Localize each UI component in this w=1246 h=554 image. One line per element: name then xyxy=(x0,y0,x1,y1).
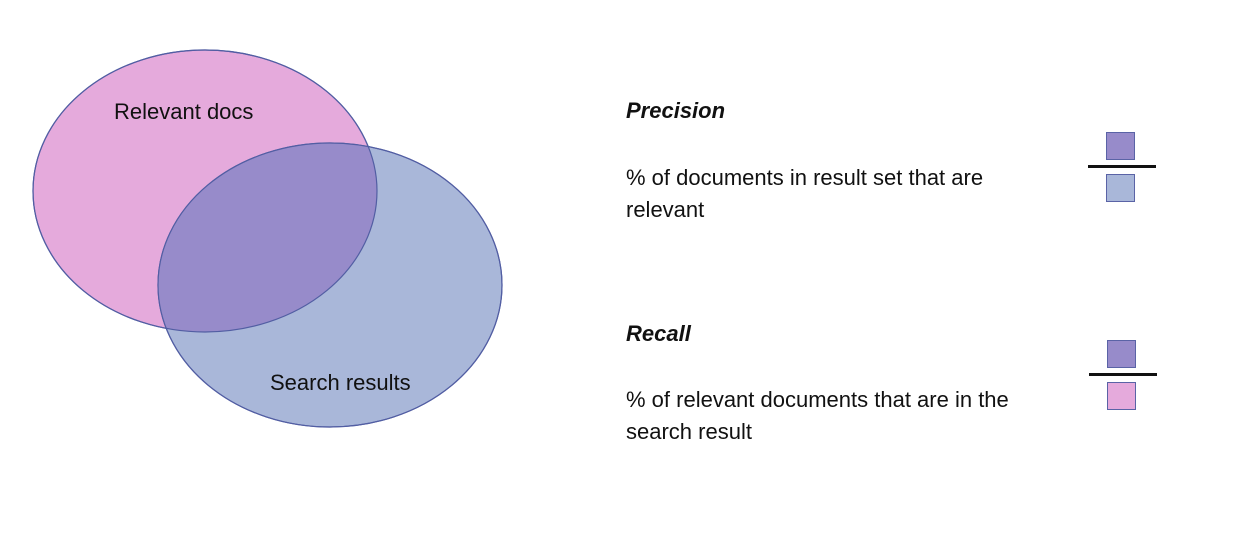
fraction-bar xyxy=(1088,165,1156,168)
precision-definition: % of documents in result set that are re… xyxy=(626,165,984,222)
recall-term: Recall xyxy=(626,321,691,346)
venn-diagram: Relevant docs Search results xyxy=(32,49,503,428)
intersection-region xyxy=(158,143,377,332)
recall-definition: % of relevant documents that are in the … xyxy=(626,387,1009,444)
search-results-outline xyxy=(157,142,503,428)
search-results-label: Search results xyxy=(270,370,411,395)
precision-denominator-swatch xyxy=(1106,174,1135,202)
fraction-bar xyxy=(1089,373,1157,376)
relevant-docs-label: Relevant docs xyxy=(114,99,253,124)
precision-numerator-swatch xyxy=(1106,132,1135,160)
precision-fraction xyxy=(1088,132,1158,208)
recall-denominator-swatch xyxy=(1107,382,1136,410)
precision-term: Precision xyxy=(626,98,726,123)
recall-fraction xyxy=(1089,340,1159,416)
relevant-docs-outline xyxy=(32,49,378,333)
recall-numerator-swatch xyxy=(1107,340,1136,368)
